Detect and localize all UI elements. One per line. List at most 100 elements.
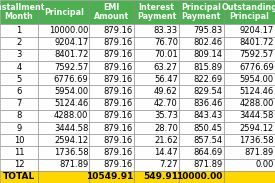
Text: 879.16: 879.16 [104,136,133,145]
Text: 809.14: 809.14 [194,50,222,59]
Text: 2: 2 [16,38,22,47]
Text: 63.27: 63.27 [154,63,178,72]
Bar [134,98,179,110]
Text: 802.46: 802.46 [193,38,222,47]
Bar [224,122,275,134]
Bar [134,61,179,73]
Text: 822.69: 822.69 [193,75,222,84]
Text: 871.89: 871.89 [245,148,274,157]
Bar [89,122,134,134]
Text: 815.89: 815.89 [193,63,222,72]
Bar [89,24,134,37]
Bar [38,61,89,73]
Text: 3: 3 [16,50,22,59]
Bar [134,134,179,146]
Text: 795.83: 795.83 [193,26,222,35]
Bar [224,146,275,159]
Bar [38,110,89,122]
Text: 5: 5 [16,75,22,84]
Text: 5954.00: 5954.00 [240,75,274,84]
Text: 49.62: 49.62 [154,87,178,96]
Bar [179,24,224,37]
Bar [38,49,89,61]
Text: 9204.17: 9204.17 [54,38,88,47]
Bar [0,159,38,171]
Bar [89,37,134,49]
Bar [0,85,38,98]
Text: 549.91: 549.91 [143,172,178,181]
Bar [0,146,38,159]
Text: 5954.00: 5954.00 [54,87,88,96]
Bar [224,61,275,73]
Bar [38,134,89,146]
Bar [0,37,38,49]
Bar [38,0,89,24]
Bar [134,37,179,49]
Bar [89,146,134,159]
Text: 871.89: 871.89 [193,160,222,169]
Bar [224,134,275,146]
Text: 14.47: 14.47 [154,148,178,157]
Bar [0,0,38,24]
Bar [224,85,275,98]
Text: 28.70: 28.70 [154,124,178,133]
Text: 76.70: 76.70 [154,38,178,47]
Text: 879.16: 879.16 [104,124,133,133]
Bar [224,24,275,37]
Bar [89,85,134,98]
Text: 83.33: 83.33 [154,26,178,35]
Bar [89,159,134,171]
Text: 5124.46: 5124.46 [240,87,274,96]
Bar [89,134,134,146]
Text: 7: 7 [16,99,22,108]
Text: 35.73: 35.73 [154,111,178,120]
Bar [224,110,275,122]
Bar [134,171,179,183]
Text: 12: 12 [14,160,24,169]
Bar [134,73,179,85]
Bar [224,37,275,49]
Text: TOTAL: TOTAL [3,172,35,181]
Text: 7592.57: 7592.57 [240,50,274,59]
Text: 10000.00: 10000.00 [49,26,88,35]
Bar [0,61,38,73]
Bar [179,49,224,61]
Bar [134,159,179,171]
Bar [134,49,179,61]
Text: 6776.69: 6776.69 [239,63,274,72]
Bar [89,73,134,85]
Bar [0,98,38,110]
Text: 879.16: 879.16 [104,50,133,59]
Bar [224,159,275,171]
Text: 879.16: 879.16 [104,75,133,84]
Bar [0,122,38,134]
Bar [179,146,224,159]
Bar [179,159,224,171]
Bar [38,85,89,98]
Text: Outstanding
Principal: Outstanding Principal [221,3,275,21]
Bar [179,122,224,134]
Text: 8401.72: 8401.72 [54,50,88,59]
Bar [0,73,38,85]
Text: 0.00: 0.00 [255,160,274,169]
Text: 56.47: 56.47 [154,75,178,84]
Bar [179,85,224,98]
Text: Principal
Payment: Principal Payment [181,3,221,21]
Bar [38,146,89,159]
Bar [89,61,134,73]
Bar [179,134,224,146]
Text: 879.16: 879.16 [104,63,133,72]
Text: 1736.58: 1736.58 [239,136,274,145]
Text: 9204.17: 9204.17 [240,26,274,35]
Bar [0,134,38,146]
Bar [134,110,179,122]
Text: EMI
Amount: EMI Amount [94,3,130,21]
Text: 4288.00: 4288.00 [54,111,88,120]
Text: 10549.91: 10549.91 [86,172,133,181]
Bar [89,110,134,122]
Bar [179,73,224,85]
Text: Interest
Payment: Interest Payment [137,3,176,21]
Text: 857.54: 857.54 [193,136,222,145]
Text: 2594.12: 2594.12 [54,136,88,145]
Text: 879.16: 879.16 [104,38,133,47]
